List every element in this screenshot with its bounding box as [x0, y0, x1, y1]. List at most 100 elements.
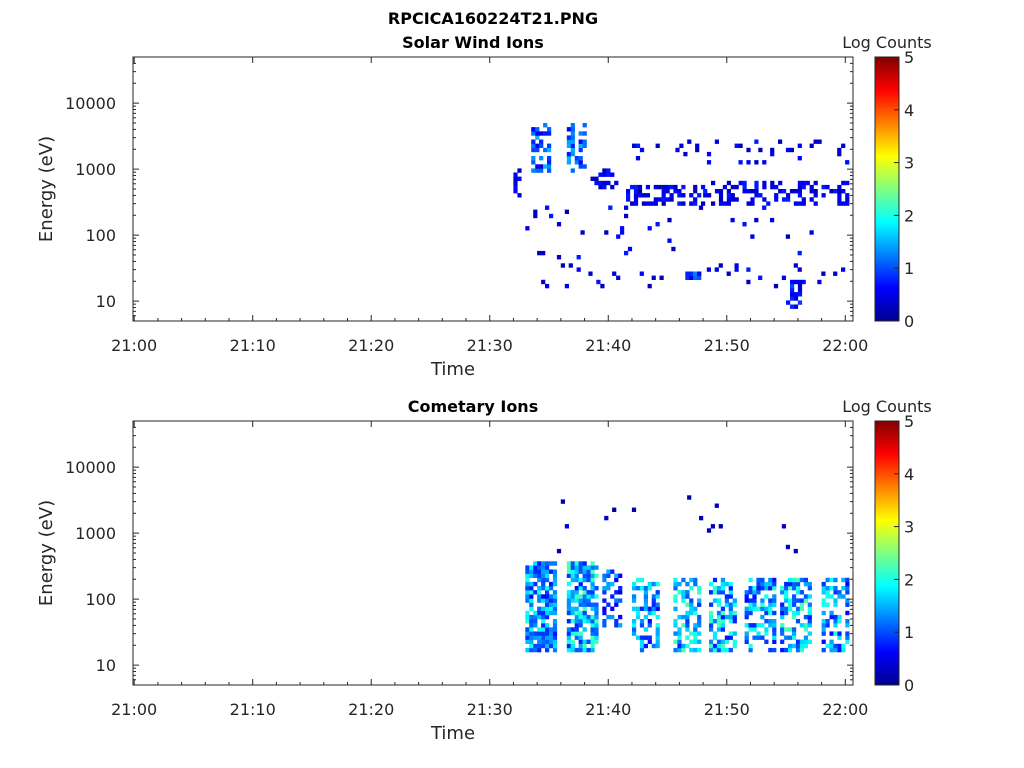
heatmap-cell: [639, 623, 645, 628]
heatmap-cell: [545, 577, 550, 583]
heatmap-cell: [693, 647, 698, 653]
heatmap-cell: [655, 623, 660, 628]
heatmap-cell: [594, 176, 599, 181]
heatmap-cell: [614, 573, 619, 578]
heatmap-cell: [681, 594, 686, 599]
heatmap-cell: [598, 172, 603, 177]
heatmap-cell: [789, 147, 794, 153]
heatmap-cell: [545, 643, 550, 649]
heatmap-cell: [752, 586, 757, 591]
heatmap-cell: [788, 586, 793, 591]
heatmap-cell: [525, 598, 530, 603]
heatmap-cell: [566, 635, 571, 640]
heatmap-cell: [689, 606, 694, 611]
heatmap-cell: [651, 581, 656, 587]
heatmap-cell: [748, 606, 753, 611]
heatmap-cell: [566, 565, 571, 570]
heatmap-cell: [570, 569, 575, 574]
heatmap-cell: [764, 586, 769, 591]
heatmap-cell: [543, 131, 548, 136]
heatmap-cell: [793, 263, 798, 268]
heatmap-cell: [837, 184, 842, 190]
heatmap-cell: [693, 184, 698, 190]
heatmap-cell: [588, 271, 593, 276]
heatmap-cell: [578, 635, 583, 640]
heatmap-cell: [582, 565, 587, 570]
heatmap-cell: [626, 189, 631, 194]
heatmap-cell: [833, 590, 838, 595]
heatmap-cell: [513, 172, 518, 177]
heatmap-cell: [647, 610, 652, 616]
heatmap-cell: [665, 184, 670, 190]
heatmap-cell: [795, 606, 801, 611]
heatmap-cell: [803, 581, 808, 587]
heatmap-cell: [582, 569, 587, 574]
heatmap-cell: [795, 581, 801, 587]
heatmap-cell: [651, 606, 656, 611]
heatmap-cell: [582, 573, 587, 578]
heatmap-cell: [669, 193, 674, 198]
heatmap-cell: [537, 643, 542, 649]
heatmap-cell: [525, 631, 530, 636]
x-tick-label: 22:00: [822, 336, 868, 355]
heatmap-cell: [701, 201, 706, 206]
heatmap-cell: [552, 635, 558, 640]
heatmap-cell: [718, 193, 724, 198]
heatmap-cell: [720, 590, 725, 595]
heatmap-cell: [578, 139, 583, 144]
heatmap-cell: [712, 586, 718, 591]
heatmap-cell: [697, 623, 702, 628]
heatmap-cell: [545, 647, 550, 653]
heatmap-cell: [728, 606, 733, 611]
heatmap-cell: [606, 569, 611, 574]
heatmap-cell: [602, 172, 607, 177]
solar-wind-panel: Solar Wind Ions 21:00 21:10 21:20 21:30 21:40…: [36, 33, 932, 380]
heatmap-cell: [531, 168, 536, 173]
heatmap-cell: [845, 639, 850, 644]
heatmap-cell: [653, 197, 658, 202]
heatmap-cell: [582, 619, 587, 624]
heatmap-cell: [552, 573, 558, 578]
heatmap-cell: [833, 271, 838, 276]
heatmap-cell: [748, 623, 753, 628]
heatmap-cell: [653, 201, 658, 206]
heatmap-cell: [788, 577, 793, 583]
heatmap-cell: [768, 610, 773, 616]
heatmap-cell: [803, 643, 808, 649]
heatmap-cell: [726, 193, 731, 198]
heatmap-cell: [578, 561, 583, 566]
heatmap-cell: [693, 623, 698, 628]
heatmap-cell: [760, 623, 765, 628]
heatmap-cell: [780, 586, 785, 591]
heatmap-cell: [784, 586, 789, 591]
heatmap-cell: [784, 581, 789, 587]
heatmap-cell: [574, 569, 579, 574]
heatmap-cell: [693, 639, 698, 644]
heatmap-cell: [632, 581, 637, 587]
heatmap-cell: [602, 610, 607, 616]
heatmap-cell: [525, 226, 530, 231]
heatmap-cells: [525, 495, 850, 653]
heatmap-cell: [728, 586, 733, 591]
heatmap-cell: [784, 606, 789, 611]
heatmap-cell: [764, 581, 769, 587]
heatmap-cell: [533, 561, 538, 566]
heatmap-cell: [772, 598, 777, 603]
heatmap-cell: [788, 647, 793, 653]
heatmap-cell: [770, 184, 775, 190]
heatmap-cell: [566, 647, 571, 653]
heatmap-cell: [574, 160, 579, 165]
heatmap-cell: [645, 193, 650, 198]
heatmap-cell: [570, 643, 575, 649]
heatmap-cell: [728, 631, 733, 636]
heatmap-cell: [716, 590, 722, 595]
heatmap-cell: [566, 139, 571, 144]
heatmap-cell: [724, 581, 729, 587]
y-tick-label: 100: [85, 590, 116, 609]
heatmap-cell: [718, 189, 724, 194]
heatmap-cell: [728, 647, 733, 653]
panel-title: Solar Wind Ions: [402, 33, 544, 52]
heatmap-cell: [541, 598, 546, 603]
heatmap-cell: [752, 590, 757, 595]
heatmap-cell: [586, 590, 591, 595]
